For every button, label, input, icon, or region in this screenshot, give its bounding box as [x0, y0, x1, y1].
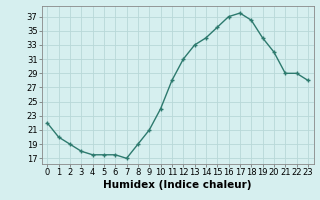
- X-axis label: Humidex (Indice chaleur): Humidex (Indice chaleur): [103, 180, 252, 190]
